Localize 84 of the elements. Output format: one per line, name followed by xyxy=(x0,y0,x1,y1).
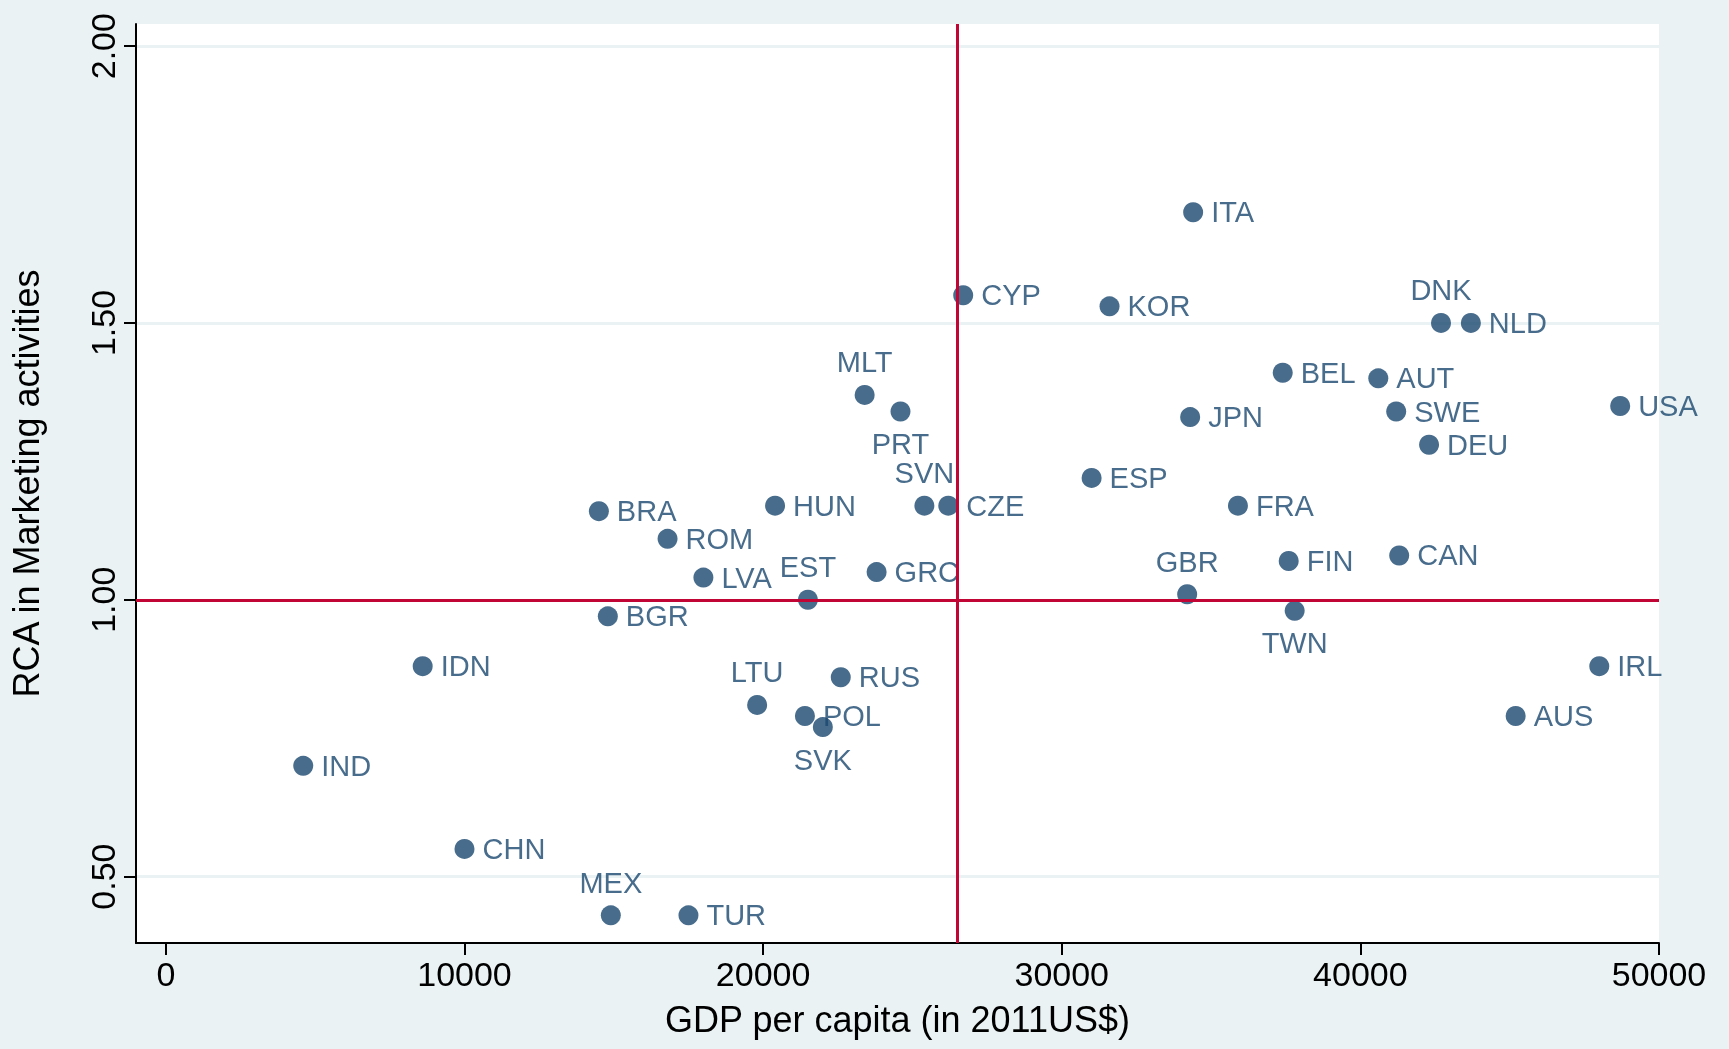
data-label: BGR xyxy=(625,600,689,633)
point xyxy=(938,495,959,516)
point xyxy=(293,755,314,776)
data-label: RUS xyxy=(858,661,920,694)
y-tick-label: 2.00 xyxy=(84,13,122,80)
point xyxy=(1589,656,1610,677)
data-label: ITA xyxy=(1211,196,1255,229)
data-label: CYP xyxy=(981,279,1041,312)
point xyxy=(890,401,911,422)
point xyxy=(597,606,618,627)
data-label: NLD xyxy=(1488,306,1547,339)
point xyxy=(1183,202,1204,223)
data-label: TUR xyxy=(706,899,767,932)
data-label: POL xyxy=(822,700,881,733)
point xyxy=(600,905,621,926)
point xyxy=(1386,401,1407,422)
data-label: JPN xyxy=(1208,401,1263,434)
data-label: IND xyxy=(321,749,372,782)
y-tick-label: 1.00 xyxy=(84,566,122,633)
point xyxy=(1278,551,1299,571)
data-label: LVA xyxy=(721,561,773,594)
x-tick-label: 40000 xyxy=(1313,955,1408,993)
data-label: AUS xyxy=(1533,700,1594,733)
x-axis-title: GDP per capita (in 2011US$) xyxy=(665,998,1130,1040)
data-label: IRL xyxy=(1617,650,1663,683)
data-label: LTU xyxy=(730,656,784,689)
data-label: TWN xyxy=(1261,627,1328,660)
data-label: FIN xyxy=(1306,545,1354,578)
point xyxy=(678,905,699,926)
data-label: SVK xyxy=(793,743,853,776)
x-tick-label: 0 xyxy=(156,955,176,993)
point xyxy=(1610,396,1631,416)
data-label: GBR xyxy=(1155,545,1219,578)
point xyxy=(914,495,935,516)
data-label: MEX xyxy=(579,866,643,899)
data-label: USA xyxy=(1638,389,1699,422)
point xyxy=(1505,706,1526,727)
point xyxy=(1284,600,1305,621)
point xyxy=(830,667,851,688)
point xyxy=(747,694,768,715)
point xyxy=(794,706,815,727)
data-label: HUN xyxy=(793,489,856,522)
data-label: CAN xyxy=(1417,539,1479,572)
data-label: EST xyxy=(779,551,837,584)
x-tick-label: 50000 xyxy=(1611,955,1707,993)
data-label: SWE xyxy=(1414,395,1481,428)
point xyxy=(454,838,475,859)
point xyxy=(1389,545,1410,566)
data-label: AUT xyxy=(1396,362,1455,395)
y-tick-label: 1.50 xyxy=(84,289,122,357)
point xyxy=(1431,312,1451,333)
point xyxy=(1180,407,1201,428)
data-label: DNK xyxy=(1410,274,1473,307)
data-label: IDN xyxy=(440,650,491,683)
data-label: DEU xyxy=(1447,428,1509,461)
point xyxy=(854,384,875,405)
point xyxy=(693,567,714,588)
x-tick-label: 10000 xyxy=(417,955,512,993)
data-label: ESP xyxy=(1109,461,1168,494)
point xyxy=(588,501,609,522)
point xyxy=(1272,362,1293,383)
data-label: MLT xyxy=(836,346,893,379)
point xyxy=(765,495,786,516)
y-tick-label: 0.50 xyxy=(84,843,122,910)
point xyxy=(1081,467,1102,488)
data-label: FRA xyxy=(1255,489,1315,522)
point xyxy=(1227,495,1248,516)
y-axis-title: RCA in Marketing activities xyxy=(5,269,47,698)
data-label: BRA xyxy=(616,495,678,528)
point xyxy=(1460,312,1481,333)
point xyxy=(866,562,887,583)
point xyxy=(1368,368,1389,389)
data-label: KOR xyxy=(1127,290,1191,323)
point xyxy=(1099,296,1120,317)
data-label: ROM xyxy=(685,522,754,555)
point xyxy=(412,656,433,677)
x-tick-label: 20000 xyxy=(715,955,811,993)
point xyxy=(657,528,678,549)
data-label: BEL xyxy=(1300,356,1356,389)
data-label: GRC xyxy=(894,556,960,589)
data-label: CHN xyxy=(482,832,546,865)
x-tick-label: 30000 xyxy=(1014,955,1110,993)
point xyxy=(1419,434,1440,455)
data-label: CZE xyxy=(966,489,1025,522)
